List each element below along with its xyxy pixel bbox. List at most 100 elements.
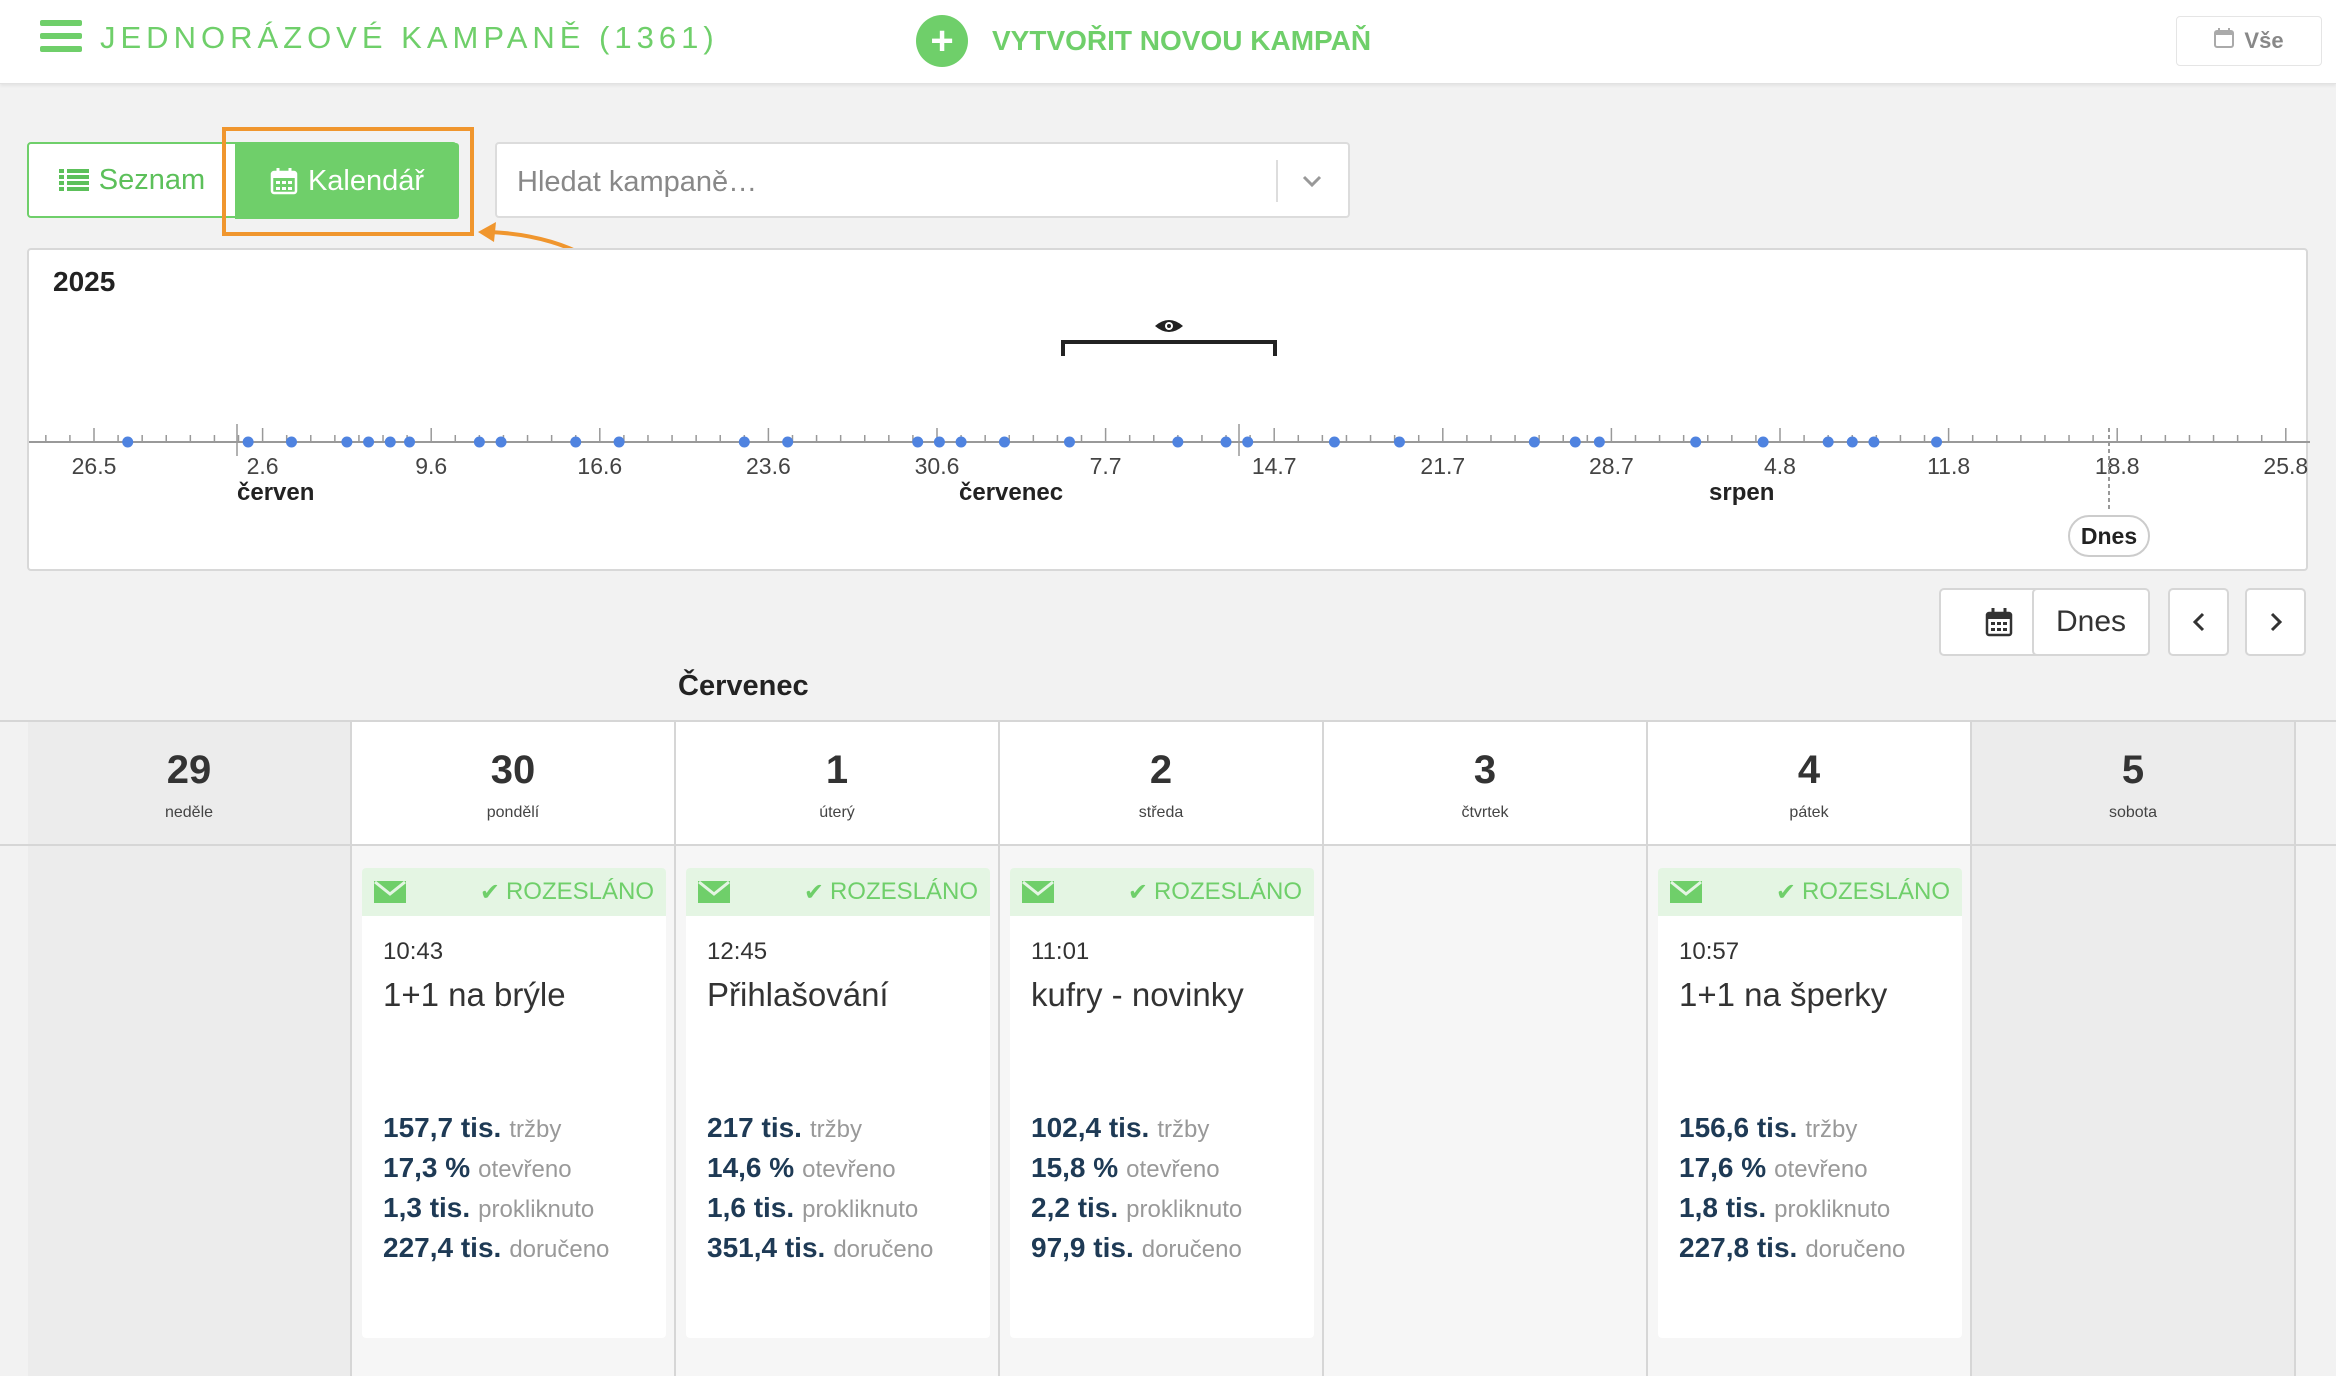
card-status-bar: ✔ ROZESLÁNO <box>362 868 666 916</box>
timeline-campaign-dot[interactable] <box>1569 436 1581 448</box>
timeline-campaign-dot[interactable] <box>1328 436 1340 448</box>
timeline-campaign-dot[interactable] <box>1757 436 1769 448</box>
day-name: středa <box>1138 804 1184 821</box>
timeline-window-bracket[interactable] <box>1061 320 1277 356</box>
card-status-bar: ✔ ROZESLÁNO <box>1658 868 1962 916</box>
calendar-icon <box>270 167 298 195</box>
day-cell-saturday[interactable] <box>1972 846 2296 1376</box>
search-input[interactable] <box>517 164 1297 200</box>
day-cell-tuesday[interactable]: ✔ ROZESLÁNO 12:45 Přihlašování 217 tis. tr… <box>676 846 1000 1376</box>
chevron-down-icon[interactable] <box>1297 166 1327 196</box>
stat-label: otevřeno <box>478 1156 572 1183</box>
campaign-card[interactable]: ✔ ROZESLÁNO 12:45 Přihlašování 217 tis. tr… <box>686 868 990 1338</box>
day-header-monday[interactable]: 30 pondělí <box>352 722 676 844</box>
day-cell-wednesday[interactable]: ✔ ROZESLÁNO 11:01 kufry - novinky 102,4 t… <box>1000 846 1324 1376</box>
timeline-campaign-dot[interactable] <box>404 436 416 448</box>
timeline-campaign-dot[interactable] <box>1172 436 1184 448</box>
stat-revenue: 102,4 tis. tržby <box>1031 1112 1242 1152</box>
stat-value: 156,6 tis. <box>1679 1112 1798 1143</box>
envelope-icon <box>1022 881 1054 903</box>
today-pill[interactable] <box>2068 515 2150 557</box>
timeline-campaign-dot[interactable] <box>384 436 396 448</box>
timeline-campaign-dot[interactable] <box>955 436 967 448</box>
calendar-icon <box>2214 28 2235 54</box>
timeline-campaign-dot[interactable] <box>363 436 375 448</box>
timeline-axis[interactable]: 26.5 2.6 9.6 16.6 23.6 30.6 7.7 14.7 21.7 28.7 4.8… <box>29 250 2310 573</box>
day-header-wednesday[interactable]: 2 středa <box>1000 722 1324 844</box>
timeline-campaign-dot[interactable] <box>242 436 254 448</box>
campaign-name[interactable]: 1+1 na šperky <box>1679 976 1888 1013</box>
timeline-campaign-dot[interactable] <box>998 436 1010 448</box>
day-name: neděle <box>164 804 214 821</box>
month-title: Červenec <box>678 670 809 702</box>
timeline-campaign-dot[interactable] <box>738 436 750 448</box>
day-header-tuesday[interactable]: 1 úterý <box>676 722 1000 844</box>
chevron-left-icon <box>2192 612 2204 632</box>
today-button[interactable]: Dnes <box>2032 588 2150 656</box>
stat-revenue: 157,7 tis. tržby <box>383 1112 609 1152</box>
campaign-timeline[interactable]: 2025 26.5 2.6 9.6 16.6 23.6 30.6 7.7 14.7 21.7 28… <box>27 248 2310 573</box>
timeline-campaign-dot[interactable] <box>1063 436 1075 448</box>
list-view-button[interactable]: Seznam <box>29 144 235 216</box>
timeline-campaign-dot[interactable] <box>912 436 924 448</box>
timeline-campaign-dot[interactable] <box>473 436 485 448</box>
timeline-campaign-dot[interactable] <box>1593 436 1605 448</box>
stat-clicks: 2,2 tis. prokliknuto <box>1031 1192 1242 1232</box>
day-cell-friday[interactable]: ✔ ROZESLÁNO 10:57 1+1 na šperky 156,6 tis… <box>1648 846 1972 1376</box>
day-cell-monday[interactable]: ✔ ROZESLÁNO 10:43 1+1 na brýle 157,7 tis.… <box>352 846 676 1376</box>
timeline-campaign-dot[interactable] <box>1242 436 1254 448</box>
menu-icon[interactable] <box>40 20 82 56</box>
timeline-campaign-dot[interactable] <box>1868 436 1880 448</box>
day-header-friday[interactable]: 4 pátek <box>1648 722 1972 844</box>
timeline-campaign-dot[interactable] <box>782 436 794 448</box>
timeline-campaign-dot[interactable] <box>1393 436 1405 448</box>
day-header-sunday[interactable]: 29 neděle <box>28 722 352 844</box>
day-name: čtvrtek <box>1461 804 1509 821</box>
campaign-name[interactable]: Přihlašování <box>707 976 889 1013</box>
create-campaign-button[interactable]: + VYTVOŘIT NOVOU KAMPAŇ <box>916 15 1371 67</box>
date-filter-button[interactable]: Vše <box>2176 16 2322 66</box>
campaign-time: 11:01 <box>1031 938 1090 965</box>
timeline-campaign-dot[interactable] <box>286 436 298 448</box>
campaign-card[interactable]: ✔ ROZESLÁNO 11:01 kufry - novinky 102,4 t… <box>1010 868 1314 1338</box>
timeline-campaign-dot[interactable] <box>495 436 507 448</box>
stat-revenue: 156,6 tis. tržby <box>1679 1112 1905 1152</box>
day-cell-sunday[interactable] <box>28 846 352 1376</box>
timeline-campaign-dot[interactable] <box>1528 436 1540 448</box>
plus-icon: + <box>916 15 968 67</box>
next-button[interactable] <box>2245 588 2306 656</box>
campaign-name[interactable]: 1+1 na brýle <box>383 976 566 1013</box>
calendar-view-button[interactable]: Kalendář <box>235 143 459 219</box>
stat-delivered: 97,9 tis. doručeno <box>1031 1232 1242 1272</box>
status-label: ROZESLÁNO <box>505 878 654 905</box>
day-number: 2 <box>1149 748 1173 792</box>
campaign-search[interactable] <box>495 142 1350 218</box>
timeline-campaign-dot[interactable] <box>1690 436 1702 448</box>
timeline-campaign-dot[interactable] <box>1822 436 1834 448</box>
stat-value: 217 tis. <box>707 1112 802 1143</box>
day-cell-thursday[interactable] <box>1324 846 1648 1376</box>
campaign-card[interactable]: ✔ ROZESLÁNO 10:57 1+1 na šperky 156,6 tis… <box>1658 868 1962 1338</box>
check-icon: ✔ <box>479 878 500 906</box>
timeline-campaign-dot[interactable] <box>933 436 945 448</box>
timeline-year: 2025 <box>53 266 116 297</box>
timeline-date-label: 23.6 <box>746 453 791 479</box>
timeline-campaign-dot[interactable] <box>1846 436 1858 448</box>
campaign-card[interactable]: ✔ ROZESLÁNO 10:43 1+1 na brýle 157,7 tis.… <box>362 868 666 1338</box>
timeline-campaign-dot[interactable] <box>570 436 582 448</box>
highlight-annotation <box>222 127 474 236</box>
timeline-campaign-dot[interactable] <box>341 436 353 448</box>
timeline-campaign-dot[interactable] <box>1931 436 1943 448</box>
campaign-name[interactable]: kufry - novinky <box>1031 976 1244 1013</box>
timeline-campaign-dot[interactable] <box>613 436 625 448</box>
stat-label: otevřeno <box>802 1156 896 1183</box>
create-campaign-label: VYTVOŘIT NOVOU KAMPAŇ <box>992 25 1372 56</box>
day-header-saturday[interactable]: 5 sobota <box>1972 722 2296 844</box>
stat-label: otevřeno <box>1774 1156 1868 1183</box>
timeline-date-label: 11.8 <box>1927 453 1970 479</box>
timeline-campaign-dot[interactable] <box>1220 436 1232 448</box>
day-header-thursday[interactable]: 3 čtvrtek <box>1324 722 1648 844</box>
prev-button[interactable] <box>2168 588 2229 656</box>
timeline-campaign-dot[interactable] <box>122 436 134 448</box>
stat-value: 157,7 tis. <box>383 1112 502 1143</box>
